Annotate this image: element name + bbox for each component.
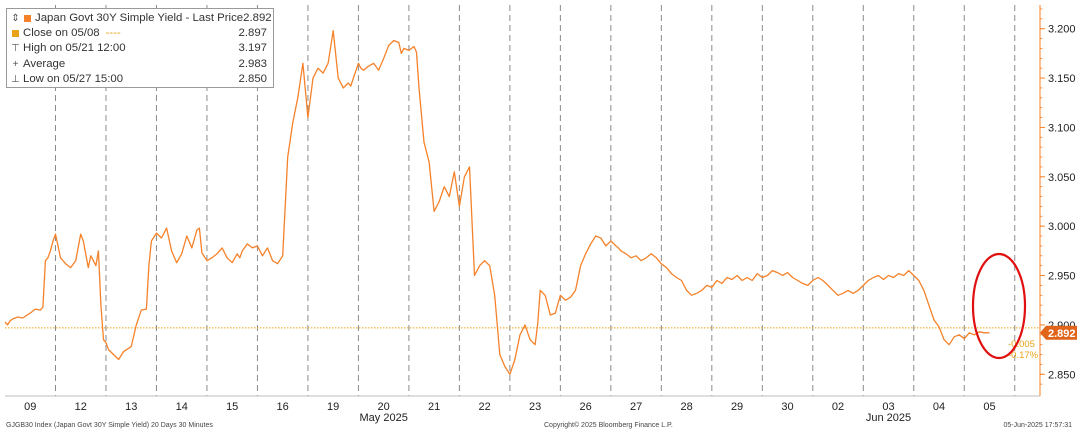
legend-close-dashes: ---- [105,27,121,40]
x-axis-labels: 09 12 13 14 15 16 19 20 21 22 23 26 27 28 29 30 02 03 04 05… [24,401,996,424]
footer-timestamp: 05-Jun-2025 17:57:31 [1003,422,1073,429]
x-tick-label: 14 [176,401,188,413]
low-marker-icon: ⊥ [11,73,20,85]
x-tick-label: 16 [277,401,289,413]
x-tick-label: 28 [680,401,692,413]
legend-low-row: ⊥ Low on 05/27 15:00 2.850 [11,72,267,87]
series-line-japan-30y-yield [4,30,990,375]
legend-title-value: 2.892 [243,12,272,24]
x-tick-label: 27 [630,401,642,413]
last-price-tag-text: 2.892 [1048,328,1076,340]
legend-title-marker-icon: ⇕ [11,13,20,24]
close-color-swatch [12,30,19,38]
footer-copyright: Copyright© 2025 Bloomberg Finance L.P. [544,422,673,429]
x-month-label: May 2025 [360,412,408,424]
x-tick-label: 19 [327,401,339,413]
legend-low-label: Low on 05/27 15:00 [23,72,124,85]
x-tick-label: 23 [529,401,541,413]
x-tick-label: 26 [579,401,591,413]
legend-high-value: 3.197 [238,42,267,55]
y-tick-label: 3.200 [1048,24,1076,36]
x-tick-label: 04 [933,401,945,413]
last-price-tag: 2.892 [1040,325,1077,340]
y-tick-label: 3.000 [1048,221,1076,233]
y-tick-label: 3.100 [1048,122,1076,134]
x-tick-label: 29 [731,401,743,413]
change-percent: -0.17% [1008,350,1039,361]
x-tick-label: 02 [832,401,844,413]
y-tick-label: 3.050 [1048,172,1076,184]
legend-close-value: 2.897 [238,27,267,40]
average-marker-icon: + [12,58,19,70]
legend-box: ⇕ Japan Govt 30Y Simple Yield - Last Pric… [6,8,274,88]
vertical-gridlines [54,5,1016,396]
change-absolute: -0.005 [1008,339,1035,350]
x-tick-label: 13 [125,401,137,413]
last-price-tag-shape [1040,325,1077,340]
legend-average-row: + Average 2.983 [11,57,267,72]
legend-high-row: ⊤ High on 05/21 12:00 3.197 [11,41,267,56]
y-tick-label: 2.950 [1048,271,1076,283]
footer-source: GJGB30 Index (Japan Govt 30Y Simple Yiel… [6,422,213,429]
legend-average-label: Average [23,57,66,70]
legend-title: Japan Govt 30Y Simple Yield - Last Price [35,12,244,24]
x-month-label: Jun 2025 [866,412,911,424]
x-tick-label: 05 [983,401,995,413]
legend-close-label: Close on 05/08 [23,27,100,40]
highlight-ellipse [971,252,1027,360]
x-tick-label: 12 [75,401,87,413]
x-tick-label: 15 [226,401,238,413]
x-tick-label: 21 [428,401,440,413]
x-tick-label: 20 [378,401,390,413]
legend-high-label: High on 05/21 12:00 [23,42,126,55]
x-tick-label: 22 [479,401,491,413]
x-tick-label: 30 [781,401,793,413]
y-tick-label: 3.150 [1048,73,1076,85]
legend-low-value: 2.850 [238,72,267,85]
legend-average-value: 2.983 [238,57,267,70]
legend-title-row: ⇕ Japan Govt 30Y Simple Yield - Last Pric… [11,11,271,26]
y-tick-label: 2.850 [1048,369,1076,381]
x-tick-label: 03 [882,401,894,413]
x-tick-label: 09 [24,401,36,413]
series-color-swatch [24,15,31,23]
legend-close-row: Close on 05/08 ---- 2.897 [11,26,267,41]
high-marker-icon: ⊤ [11,43,20,55]
